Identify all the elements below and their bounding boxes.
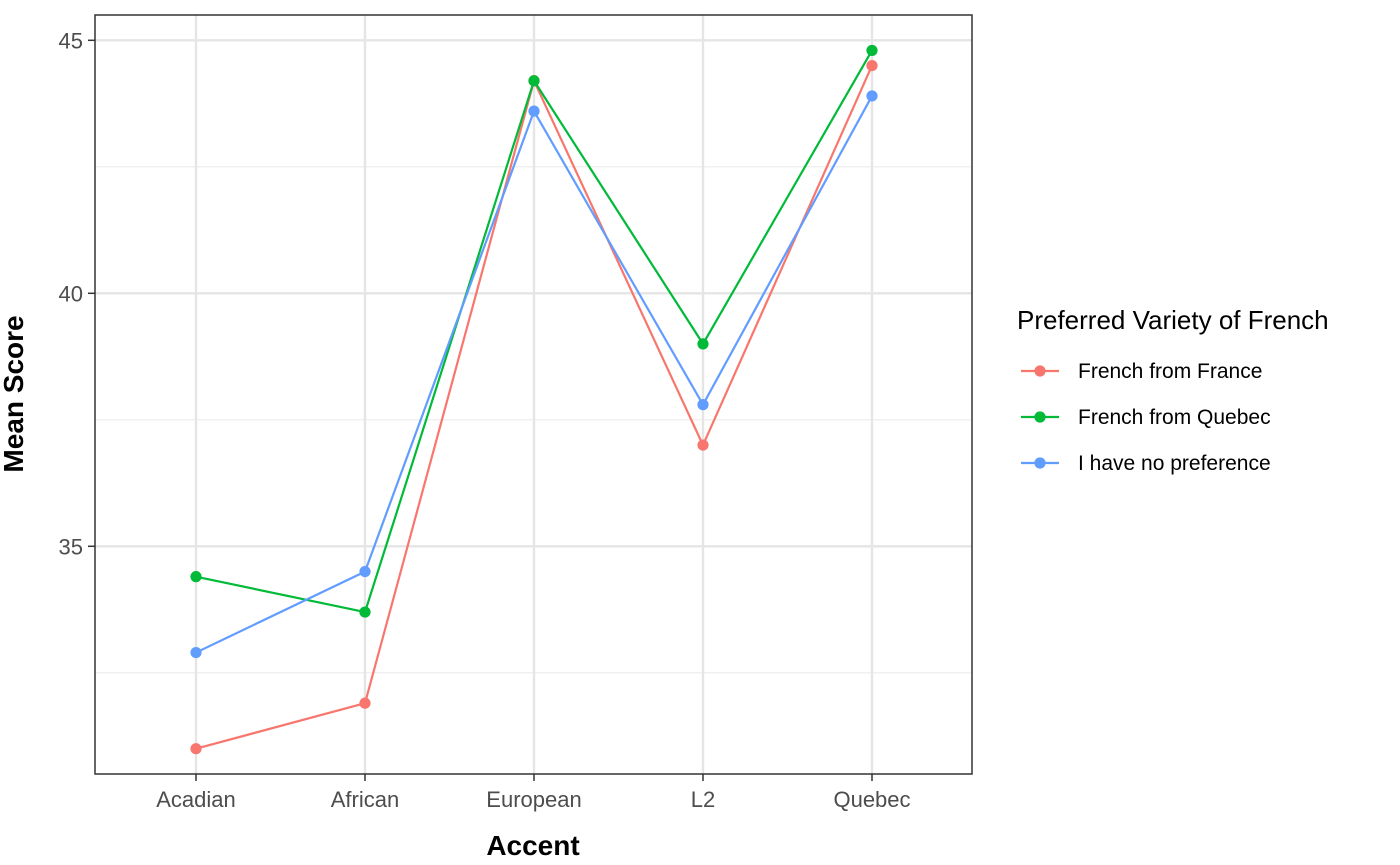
x-tick-label: L2 [691,787,715,812]
data-point-i-have-no-preference [359,566,371,578]
data-point-i-have-no-preference [697,399,709,411]
data-point-french-from-quebec [359,606,371,618]
data-point-i-have-no-preference [528,105,540,117]
data-point-french-from-quebec [866,44,878,57]
x-tick-label: Acadian [156,787,236,812]
x-tick-label: Quebec [833,787,910,812]
data-point-french-from-france [866,60,878,72]
y-tick-label: 40 [59,281,83,306]
legend-title: Preferred Variety of French [1017,305,1329,335]
axis-layer: 35 40 45 Acadian African European L2 Quebec [59,28,911,812]
legend: Preferred Variety of French French from … [1017,305,1329,475]
legend-label-french-from-france: French from France [1078,360,1262,383]
data-point-french-from-france [190,743,202,755]
data-point-french-from-france [359,697,371,709]
legend-key-point-french-from-france [1034,365,1046,377]
data-point-i-have-no-preference [866,90,878,102]
y-axis-title: Mean Score [0,315,29,472]
legend-label-i-have-no-preference: I have no preference [1078,452,1271,475]
data-point-french-from-quebec [528,75,540,87]
x-axis-title: Accent [486,830,579,861]
y-tick-label: 45 [59,28,83,53]
data-point-french-from-france [697,439,709,451]
legend-key-point-french-from-quebec [1034,411,1046,423]
x-tick-label: European [486,787,581,812]
legend-key-point-i-have-no-preference [1034,457,1046,469]
data-point-french-from-quebec [697,338,709,350]
data-point-i-have-no-preference [190,646,202,659]
x-tick-label: African [331,787,399,812]
data-point-french-from-quebec [190,571,202,583]
series-layer [190,44,878,755]
legend-label-french-from-quebec: French from Quebec [1078,406,1271,429]
y-tick-label: 35 [59,534,83,559]
